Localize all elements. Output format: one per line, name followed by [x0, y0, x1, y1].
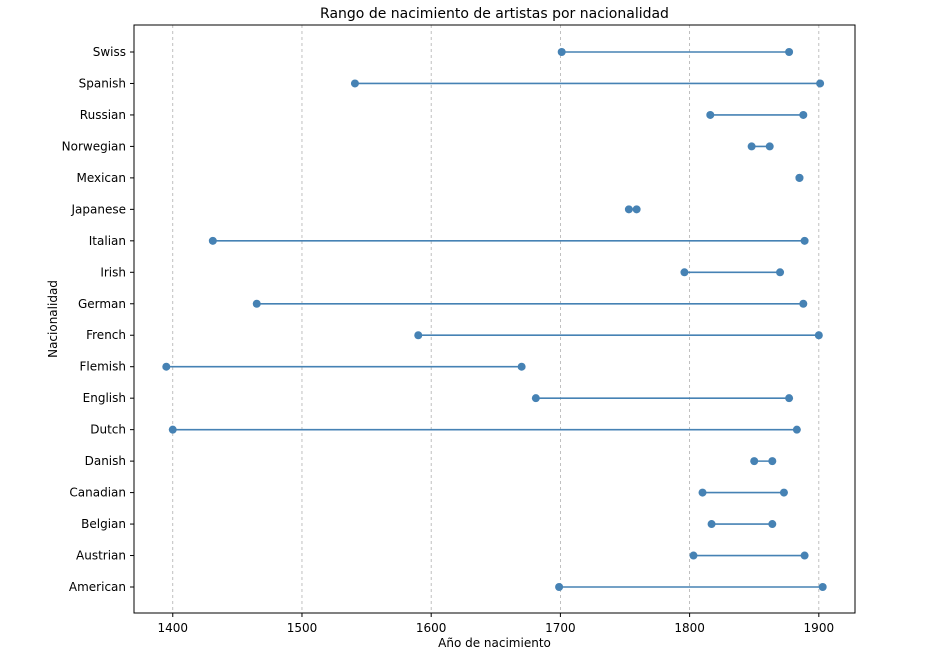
y-tick-label: American — [69, 580, 126, 594]
range-start-point — [208, 236, 217, 245]
range-start-point — [414, 331, 423, 340]
range-end-point — [814, 331, 823, 340]
y-tick-label: Belgian — [81, 517, 126, 531]
range-start-point — [252, 299, 261, 308]
range-end-point — [768, 457, 777, 466]
range-start-point — [750, 457, 759, 466]
y-tick-label: Norwegian — [62, 139, 126, 153]
chart-title: Rango de nacimiento de artistas por naci… — [320, 6, 669, 22]
range-start-point — [698, 488, 707, 497]
x-tick-label: 1500 — [287, 621, 318, 635]
y-tick-label: Italian — [89, 234, 126, 248]
data-marks — [162, 48, 827, 591]
range-start-point — [555, 583, 564, 591]
range-start-point — [706, 110, 715, 119]
y-tick-label: Mexican — [76, 171, 126, 185]
y-axis-ticks: American Austrian Belgian Canadian Danish Dut… — [62, 45, 134, 594]
y-tick-label: Dutch — [90, 423, 126, 437]
x-axis-ticks: 1400 1500 1600 1700 1800 1900 — [157, 613, 834, 635]
range-start-point — [707, 520, 716, 529]
y-tick-label: English — [83, 391, 126, 405]
x-tick-label: 1600 — [416, 621, 447, 635]
range-start-point — [168, 425, 177, 434]
range-end-point — [779, 488, 788, 497]
range-end-point — [800, 551, 809, 560]
range-start-point — [350, 79, 359, 88]
x-tick-label: 1800 — [674, 621, 705, 635]
y-tick-label: German — [78, 297, 126, 311]
y-tick-label: Flemish — [80, 360, 127, 374]
grid-lines — [172, 25, 820, 613]
range-end-point — [792, 425, 801, 434]
y-axis-title: Nacionalidad — [46, 280, 60, 358]
y-tick-label: Russian — [80, 108, 126, 122]
range-end-point — [785, 48, 794, 56]
x-axis-title: Año de nacimiento — [438, 636, 551, 650]
y-tick-label: Danish — [85, 454, 126, 468]
range-start-point — [531, 394, 540, 403]
range-start-point — [162, 362, 171, 371]
range-end-point — [816, 79, 825, 88]
x-tick-label: 1700 — [545, 621, 576, 635]
plot-frame — [133, 24, 856, 614]
y-tick-label: Japanese — [71, 202, 127, 216]
range-start-point — [689, 551, 698, 560]
range-end-point — [765, 142, 774, 151]
x-tick-label: 1400 — [157, 621, 188, 635]
range-end-point — [768, 520, 777, 529]
range-start-point — [680, 268, 689, 277]
range-end-point — [799, 110, 808, 119]
range-start-point — [624, 205, 633, 214]
range-end-point — [800, 236, 809, 245]
range-start-point — [557, 48, 566, 56]
range-end-point — [795, 173, 804, 182]
range-end-point — [799, 299, 808, 308]
range-end-point — [818, 583, 827, 591]
y-tick-label: Irish — [100, 265, 126, 279]
range-end-point — [776, 268, 785, 277]
y-tick-label: French — [86, 328, 126, 342]
x-tick-label: 1900 — [804, 621, 835, 635]
range-end-point — [632, 205, 641, 214]
range-start-point — [747, 142, 756, 151]
y-tick-label: Austrian — [76, 549, 126, 563]
y-tick-label: Spanish — [79, 76, 126, 90]
range-end-point — [517, 362, 526, 371]
y-tick-label: Canadian — [69, 486, 126, 500]
y-tick-label: Swiss — [93, 45, 126, 59]
range-end-point — [785, 394, 794, 403]
